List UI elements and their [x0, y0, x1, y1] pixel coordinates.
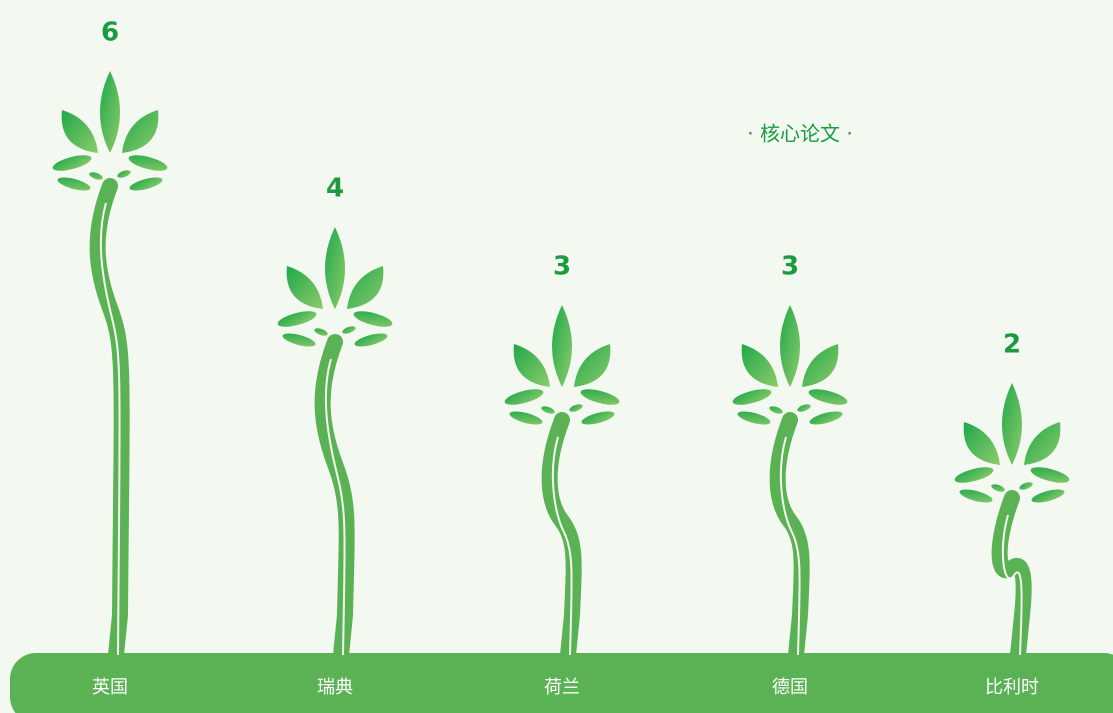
leaf — [354, 333, 388, 347]
leaf — [581, 411, 615, 425]
leaf — [282, 333, 316, 347]
leaf — [353, 311, 393, 327]
plant — [52, 71, 168, 663]
leaf — [808, 389, 848, 405]
value-label: 6 — [101, 18, 119, 48]
category-label: 比利时 — [985, 677, 1039, 698]
leaf — [1019, 482, 1033, 490]
leaf — [129, 177, 163, 191]
leaf — [1030, 467, 1070, 483]
leaf — [959, 489, 993, 503]
category-label: 瑞典 — [317, 677, 353, 698]
leaf — [963, 422, 1000, 465]
leaf — [569, 404, 583, 412]
leaf — [741, 344, 778, 387]
plant — [954, 383, 1070, 663]
leaf — [504, 389, 544, 405]
leaf — [954, 467, 994, 483]
leaf — [780, 305, 800, 387]
leaf — [342, 326, 356, 334]
leaf — [314, 328, 328, 336]
leaf — [117, 170, 131, 178]
stem-highlight — [551, 436, 573, 656]
category-label: 德国 — [772, 677, 808, 698]
leaf — [122, 110, 159, 153]
leaf — [325, 227, 345, 309]
stem-highlight — [779, 436, 801, 656]
stem-highlight — [99, 202, 121, 656]
value-label: 2 — [1003, 330, 1021, 360]
leaf — [991, 484, 1005, 492]
leaf — [574, 344, 611, 387]
leaf — [552, 305, 572, 387]
leaf — [347, 266, 384, 309]
leaf — [732, 389, 772, 405]
leaf — [61, 110, 98, 153]
stem — [89, 178, 130, 663]
stem — [769, 412, 810, 663]
plant — [504, 305, 620, 663]
leaf — [1031, 489, 1065, 503]
leaf — [1002, 383, 1022, 465]
leaf — [802, 344, 839, 387]
category-label: 英国 — [92, 677, 128, 698]
leaf — [737, 411, 771, 425]
leaf — [277, 311, 317, 327]
leaf — [509, 411, 543, 425]
leaf — [100, 71, 120, 153]
leaf — [52, 155, 92, 171]
leaf — [286, 266, 323, 309]
stem — [541, 412, 582, 663]
leaf — [1024, 422, 1061, 465]
stem-highlight — [1001, 514, 1023, 656]
leaf — [541, 406, 555, 414]
value-label: 4 — [326, 174, 344, 204]
leaf — [128, 155, 168, 171]
chart-title: · 核心论文 · — [747, 122, 852, 146]
stem-highlight — [324, 358, 346, 656]
value-label: 3 — [553, 252, 571, 282]
leaf — [57, 177, 91, 191]
ground-band — [10, 653, 1113, 713]
leaf — [580, 389, 620, 405]
leaf — [89, 172, 103, 180]
stem — [991, 490, 1032, 663]
leaf — [797, 404, 811, 412]
plant — [277, 227, 393, 663]
category-label: 荷兰 — [544, 677, 580, 698]
plant — [732, 305, 848, 663]
leaf — [513, 344, 550, 387]
leaf — [769, 406, 783, 414]
leaf — [809, 411, 843, 425]
value-label: 3 — [781, 252, 799, 282]
